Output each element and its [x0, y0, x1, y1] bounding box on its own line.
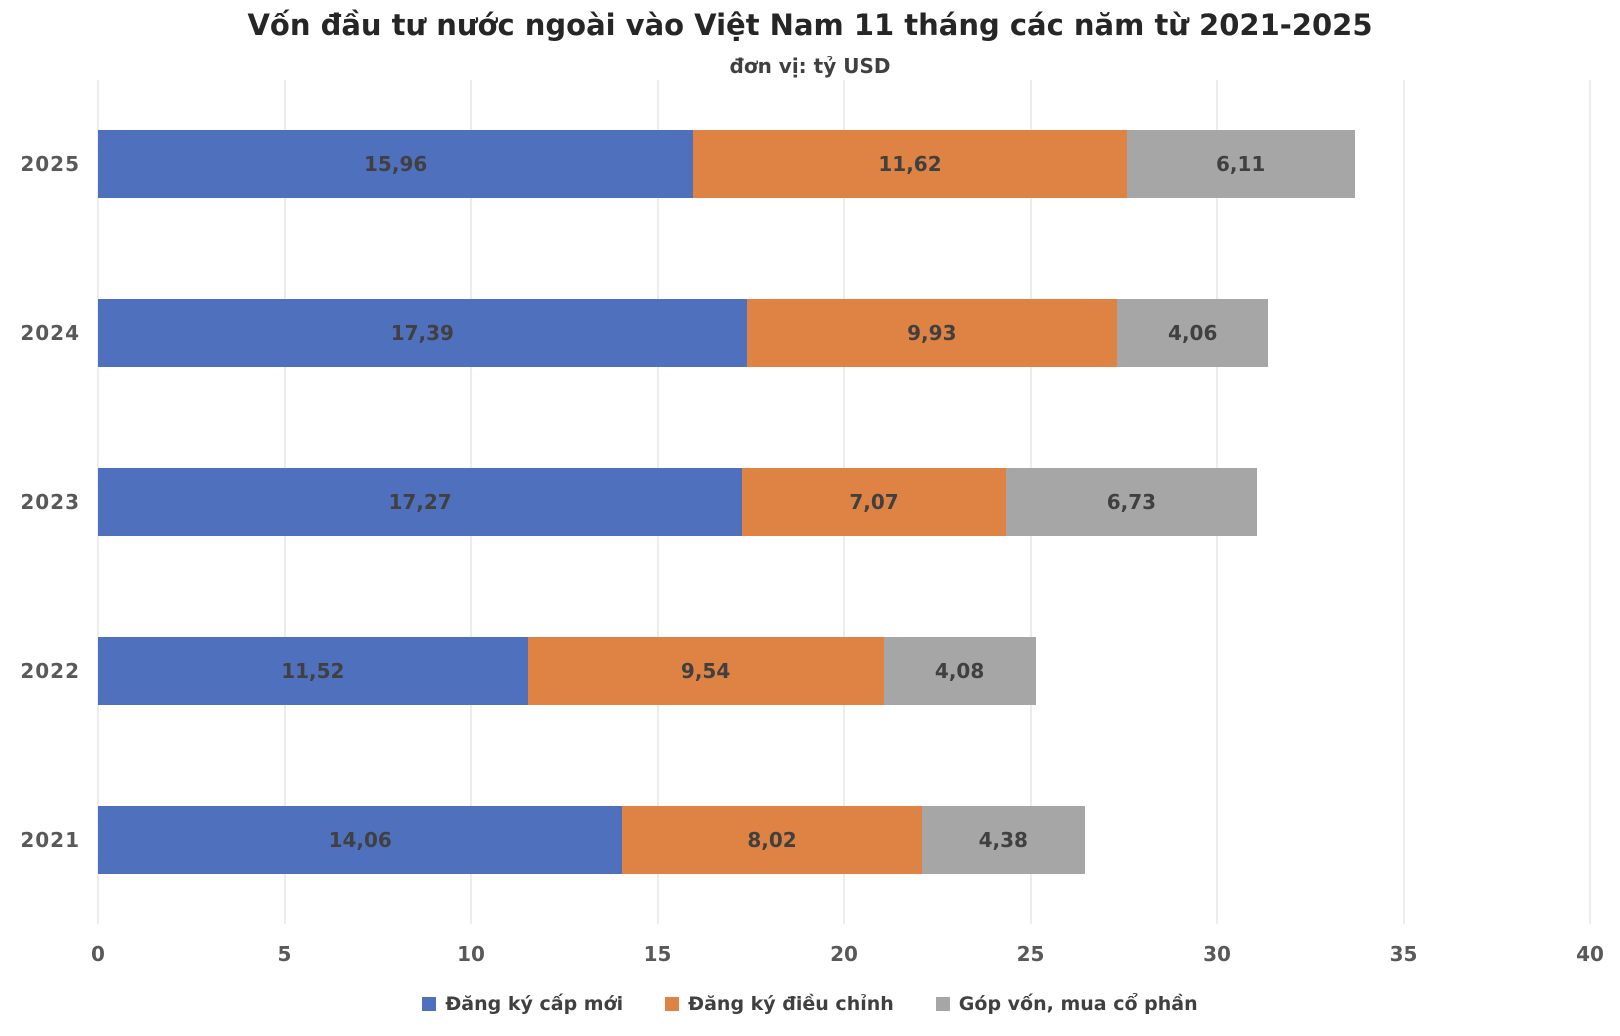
bar-segment: 4,06 [1117, 299, 1269, 368]
bar-row-2022: 2022 11,52 9,54 4,08 [20, 586, 1590, 755]
y-axis-label: 2025 [20, 152, 80, 177]
data-label: 17,39 [390, 321, 454, 346]
bar-segment: 4,08 [883, 636, 1036, 705]
x-axis-tick-label: 40 [1576, 942, 1604, 966]
y-axis-label: 2023 [20, 489, 80, 514]
y-axis-label: 2022 [20, 658, 80, 683]
x-axis-tick-label: 30 [1203, 942, 1231, 966]
data-label: 9,93 [907, 321, 957, 346]
gridline [1589, 80, 1591, 924]
bar-segment: 15,96 [98, 130, 694, 199]
bar-segment: 6,11 [1126, 130, 1355, 199]
bar-segment: 6,73 [1005, 467, 1257, 536]
bar-rows: 2025 15,96 11,62 6,11 2024 17,39 9,93 4,06 2023 1… [20, 80, 1590, 924]
bar-row-2023: 2023 17,27 7,07 6,73 [20, 418, 1590, 587]
bar-segment: 14,06 [98, 805, 623, 874]
legend-swatch-icon [665, 997, 680, 1011]
bar-segment: 9,93 [746, 299, 1118, 368]
x-axis-tick-label: 5 [277, 942, 292, 966]
data-label: 8,02 [747, 827, 797, 852]
legend-label: Đăng ký điều chỉnh [688, 993, 894, 1015]
data-label: 11,52 [281, 658, 345, 683]
x-axis-tick-label: 35 [1389, 942, 1418, 966]
x-axis-tick-label: 0 [91, 942, 105, 966]
bar-row-2024: 2024 17,39 9,93 4,06 [20, 249, 1590, 418]
bar-segment: 7,07 [742, 467, 1006, 536]
data-label: 15,96 [364, 152, 428, 177]
legend-label: Đăng ký cấp mới [445, 993, 624, 1015]
data-label: 4,38 [978, 827, 1028, 852]
bar-segment: 4,38 [921, 805, 1085, 874]
chart-legend: Đăng ký cấp mới Đăng ký điều chỉnh Góp vốn… [0, 993, 1620, 1015]
legend-swatch-icon [935, 997, 950, 1011]
gridline [1403, 80, 1404, 924]
legend-item: Đăng ký cấp mới [422, 993, 623, 1015]
stacked-bar-2024: 17,39 9,93 4,06 [98, 299, 1590, 368]
bar-segment: 17,27 [98, 467, 743, 536]
stacked-bar-2025: 15,96 11,62 6,11 [98, 130, 1590, 199]
stacked-bar-2023: 17,27 7,07 6,73 [98, 467, 1590, 536]
data-label: 7,07 [849, 489, 899, 514]
legend-item: Góp vốn, mua cổ phần [935, 993, 1198, 1015]
data-label: 4,06 [1168, 321, 1218, 346]
data-label: 17,27 [388, 489, 452, 514]
bar-segment: 9,54 [527, 636, 884, 705]
bar-row-2021: 2021 14,06 8,02 4,38 [20, 755, 1590, 924]
bar-segment: 11,62 [693, 130, 1127, 199]
bar-segment: 8,02 [622, 805, 922, 874]
data-label: 6,73 [1106, 489, 1157, 514]
legend-item: Đăng ký điều chỉnh [665, 993, 894, 1015]
stacked-bar-2021: 14,06 8,02 4,38 [98, 805, 1590, 874]
data-label: 9,54 [680, 658, 731, 683]
bar-segment: 11,52 [98, 636, 528, 705]
chart-title: Vốn đầu tư nước ngoài vào Việt Nam 11 th… [247, 8, 1373, 42]
stacked-bar-2022: 11,52 9,54 4,08 [98, 636, 1590, 705]
x-axis-tick-label: 20 [830, 942, 858, 966]
x-axis-tick-label: 25 [1016, 942, 1045, 966]
plot-area: 0 5 10 15 20 25 30 35 40 2025 15,96 11,62 6,11 2024 17… [20, 80, 1604, 966]
bar-segment: 17,39 [98, 299, 747, 368]
chart-subtitle: đơn vị: tỷ USD [729, 54, 891, 78]
x-axis-tick-label: 15 [643, 942, 672, 966]
data-label: 14,06 [328, 827, 392, 852]
y-axis-label: 2024 [20, 321, 80, 346]
y-axis-label: 2021 [20, 827, 80, 852]
x-axis-tick-label: 10 [457, 942, 485, 966]
legend-label: Góp vốn, mua cổ phần [958, 993, 1198, 1015]
bar-row-2025: 2025 15,96 11,62 6,11 [20, 80, 1590, 249]
data-label: 6,11 [1215, 152, 1266, 177]
legend-swatch-icon [422, 997, 437, 1011]
data-label: 11,62 [878, 152, 942, 177]
data-label: 4,08 [934, 658, 985, 683]
